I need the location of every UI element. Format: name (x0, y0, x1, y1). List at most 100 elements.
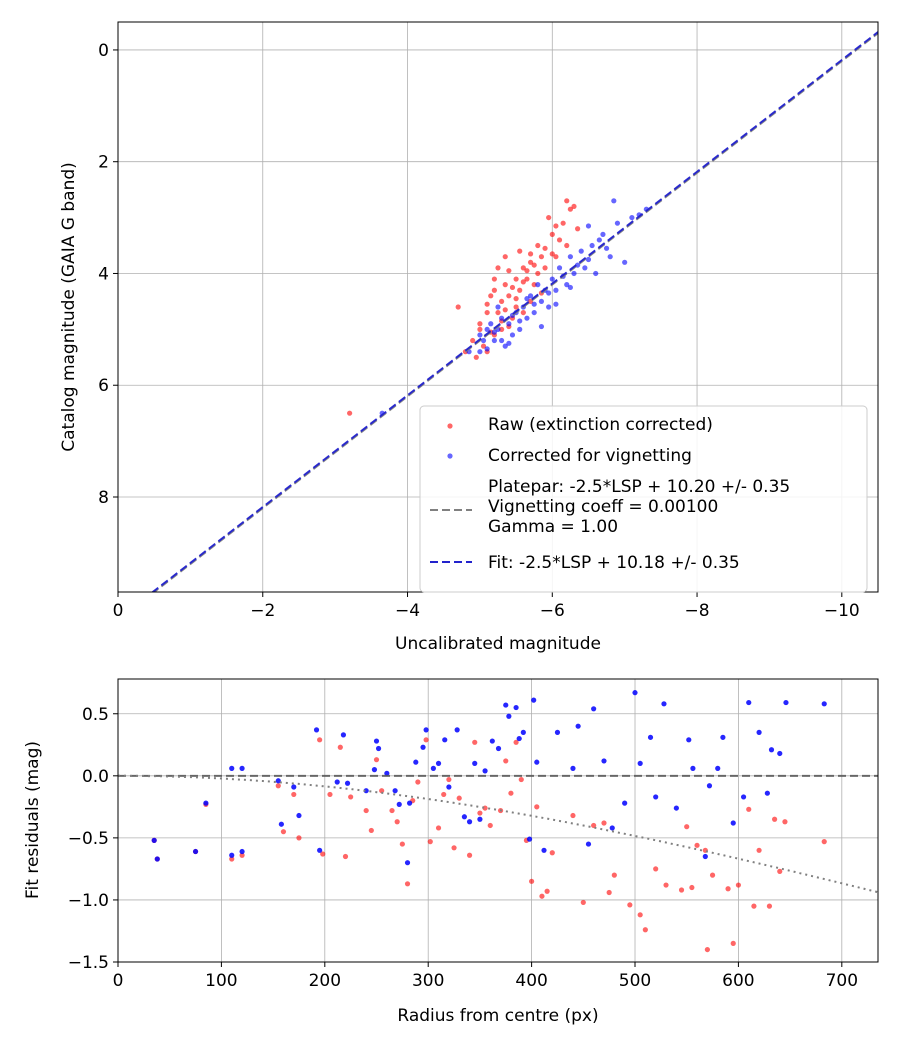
bottom-y-axis-label: Fit residuals (mag) (23, 741, 43, 899)
top-x-tick-label: −6 (540, 601, 565, 621)
top-x-tick-label: 0 (113, 601, 124, 621)
residual-corrected-point (435, 760, 442, 767)
residual-corrected-point (317, 847, 323, 853)
raw-point (553, 223, 559, 229)
residual-raw-point (694, 842, 700, 848)
legend-label-raw: Raw (extinction corrected) (488, 415, 713, 435)
residual-corrected-point (609, 825, 615, 831)
residual-raw-point (423, 737, 429, 743)
corrected-point (502, 343, 508, 349)
raw-point (470, 337, 476, 344)
corrected-point (614, 220, 621, 226)
residual-raw-point (296, 835, 302, 841)
residual-corrected-point (740, 794, 747, 800)
residual-raw-point (529, 878, 535, 884)
raw-point (484, 301, 490, 307)
residual-raw-point (549, 850, 555, 856)
residual-raw-point (404, 881, 411, 887)
residual-raw-point (487, 822, 493, 829)
raw-point (495, 265, 501, 271)
residual-raw-point (446, 776, 452, 783)
legend-marker-raw (447, 423, 453, 429)
corrected-point (553, 287, 559, 293)
raw-point (473, 354, 479, 360)
corrected-point (509, 332, 516, 338)
residual-raw-point (373, 757, 380, 763)
bottom-x-tick-label: 400 (515, 971, 547, 991)
residual-corrected-point (706, 783, 713, 789)
raw-point (549, 231, 555, 237)
residual-corrected-point (384, 770, 390, 776)
bottom-y-tick-label: −1.5 (68, 953, 109, 973)
bottom-frame (117, 678, 879, 963)
bottom-x-tick-label: 300 (412, 971, 444, 991)
corrected-point (553, 301, 559, 307)
corrected-point (517, 318, 523, 324)
raw-point (502, 307, 508, 313)
residual-corrected-point (446, 784, 452, 790)
residual-corrected-point (756, 729, 762, 735)
raw-point (480, 343, 487, 349)
residual-corrected-point (413, 759, 419, 765)
legend-label-fit: Fit: -2.5*LSP + 10.18 +/- 0.35 (488, 553, 740, 573)
corrected-point (538, 323, 545, 330)
top-y-tick-label: 0 (98, 41, 109, 61)
residual-raw-point (606, 889, 612, 896)
residual-corrected-point (489, 738, 495, 744)
corrected-point (549, 276, 555, 282)
bottom-x-tick-label: 700 (826, 971, 858, 991)
residual-corrected-point (653, 794, 659, 800)
corrected-point (611, 198, 617, 204)
raw-point (484, 309, 490, 316)
legend-platepar-line: Vignetting coeff = 0.00100 (488, 497, 718, 517)
corrected-point (585, 256, 592, 263)
residual-corrected-point (715, 765, 721, 771)
corrected-point (629, 214, 635, 221)
residual-corrected-point (503, 702, 509, 708)
raw-point (347, 410, 353, 416)
residual-corrected-point (404, 860, 411, 866)
corrected-point (495, 304, 501, 310)
bottom-y-ticks: 0.5 0.0 −0.5 −1.0 −1.5 (68, 705, 118, 973)
corrected-point (546, 304, 552, 310)
residual-corrected-point (392, 788, 398, 794)
legend-box (419, 405, 868, 593)
top-y-tick-label: 6 (98, 376, 109, 396)
raw-point (513, 276, 519, 282)
corrected-point (499, 337, 505, 344)
residual-corrected-point (746, 699, 752, 706)
residual-corrected-point (239, 848, 245, 855)
residual-raw-point (348, 794, 354, 800)
residual-corrected-point (340, 732, 347, 738)
corrected-point (477, 332, 483, 338)
residual-corrected-point (454, 727, 460, 733)
bottom-y-tick-label: −1.0 (68, 891, 109, 911)
raw-point (509, 284, 516, 291)
residual-corrected-point (661, 701, 667, 707)
residual-raw-point (320, 851, 326, 857)
residual-raw-point (363, 807, 369, 814)
residual-corrected-point (730, 820, 736, 826)
residual-corrected-point (229, 765, 235, 771)
residual-corrected-point (363, 788, 369, 794)
top-y-ticks: 0 2 4 6 8 (98, 41, 118, 508)
residual-corrected-point (632, 690, 638, 696)
bottom-x-axis-label: Radius from centre (px) (397, 1006, 598, 1026)
residual-corrected-point (575, 723, 581, 729)
residual-corrected-point (673, 805, 679, 811)
residual-corrected-point (151, 837, 157, 843)
raw-point (513, 304, 519, 310)
raw-point (520, 279, 526, 285)
top-y-tick-label: 4 (98, 264, 109, 284)
bottom-y-tick-label: 0.0 (82, 767, 109, 787)
raw-point (542, 245, 548, 251)
residual-raw-point (389, 807, 395, 814)
raw-point (535, 242, 541, 249)
top-x-tick-label: −10 (824, 601, 860, 621)
residual-raw-point (642, 927, 648, 933)
residual-raw-point (229, 856, 235, 862)
residual-raw-point (777, 868, 783, 874)
residual-raw-point (280, 829, 287, 835)
residual-raw-point (534, 804, 540, 810)
residual-raw-point (653, 866, 659, 872)
